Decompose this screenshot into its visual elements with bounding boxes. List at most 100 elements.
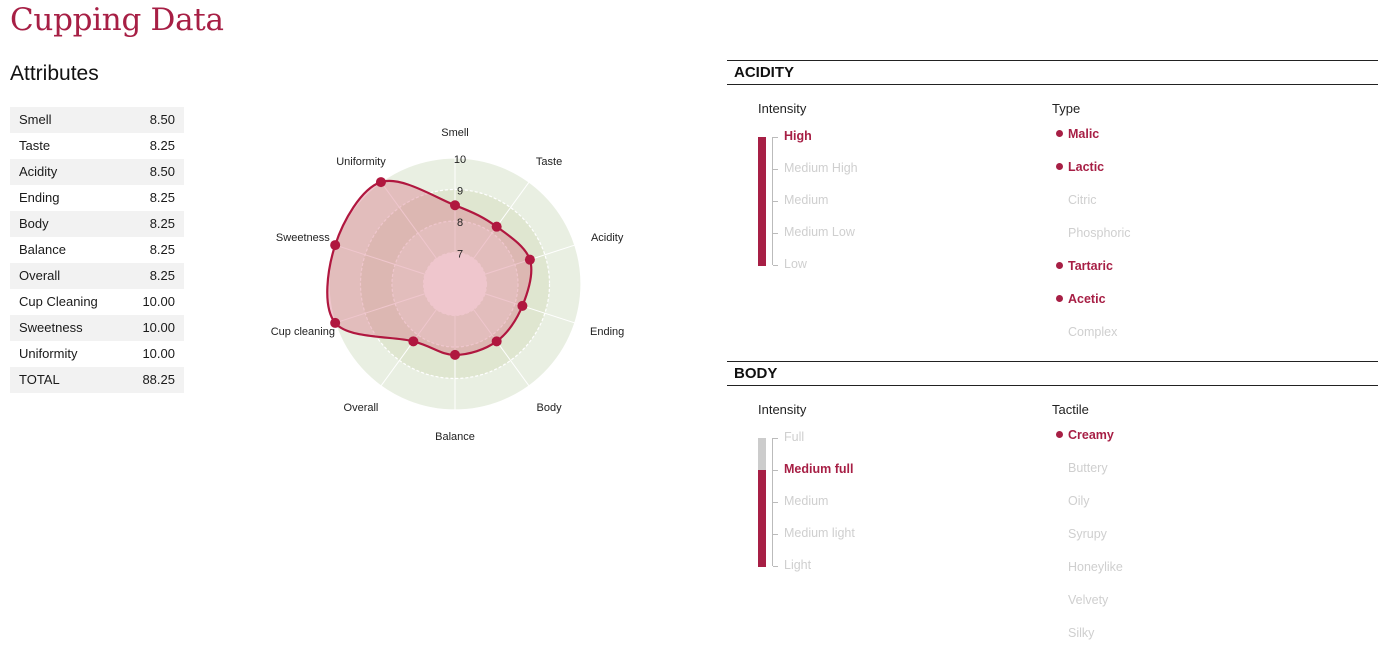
radar-rtick-label: 8 — [457, 217, 463, 229]
type-item-label: Velvety — [1068, 593, 1109, 607]
radar-spoke — [380, 181, 456, 285]
attribute-value: 8.50 — [124, 159, 184, 185]
intensity-tick — [773, 137, 778, 138]
radar-category-label: Ending — [590, 326, 624, 338]
attributes-table: Smell 8.50 Taste 8.25 Acidity 8.50 Ending 8.… — [10, 107, 184, 393]
type-item: Silky — [1068, 626, 1094, 640]
type-item-label: Complex — [1068, 325, 1118, 339]
table-row: Ending 8.25 — [10, 185, 184, 211]
radar-rtick-label: 7 — [457, 249, 463, 261]
attribute-value: 10.00 — [142, 294, 175, 309]
radar-spoke — [335, 283, 456, 324]
attribute-label: Cup Cleaning — [19, 294, 98, 309]
attribute-value: 8.25 — [149, 190, 175, 205]
table-row: Overall 8.25 — [10, 263, 184, 289]
attributes-heading: Attributes — [10, 62, 99, 85]
type-item-label: Acetic — [1068, 292, 1106, 306]
attribute-value: 8.25 — [124, 263, 184, 289]
body-title: BODY — [727, 361, 1378, 386]
attribute-value: 8.25 — [149, 242, 175, 257]
table-row: Balance 8.25 — [10, 237, 184, 263]
radar-category-label: Body — [537, 402, 563, 414]
type-item: Velvety — [1068, 593, 1108, 607]
selected-dot-icon — [1056, 130, 1063, 138]
intensity-level-label: Low — [784, 257, 807, 271]
radar-rtick-label: 9 — [457, 186, 463, 198]
table-row: Taste 8.25 — [10, 133, 184, 159]
type-item: Oily — [1068, 494, 1090, 508]
radar-data-point — [491, 336, 502, 347]
table-row: Smell 8.50 — [10, 107, 184, 133]
radar-spoke — [454, 283, 575, 324]
radar-spoke — [335, 244, 456, 285]
intensity-level-label: Medium — [784, 193, 829, 207]
radar-grid-ring — [422, 251, 488, 317]
type-item-label: Tartaric — [1068, 259, 1113, 273]
table-row: Sweetness 10.00 — [10, 315, 184, 341]
attribute-label: Sweetness — [10, 315, 125, 341]
intensity-level-label: Medium — [784, 494, 829, 508]
radar-spoke — [380, 283, 456, 387]
intensity-level-label: High — [784, 129, 812, 143]
table-row: Uniformity 10.00 — [10, 341, 184, 367]
radar-data-point — [450, 349, 460, 360]
intensity-tick — [773, 502, 778, 503]
attribute-label: TOTAL — [10, 367, 125, 393]
type-item: Tartaric — [1056, 259, 1113, 273]
radar-spoke — [454, 283, 530, 387]
radar-data-point — [450, 200, 460, 211]
attribute-value: 88.25 — [124, 367, 184, 393]
radar-chart: 7 8 9 10 Smell Taste Acidity Ending Body Balance O… — [271, 127, 625, 443]
type-item: Acetic — [1056, 292, 1106, 306]
attribute-label: Taste — [19, 138, 51, 153]
attribute-label: Overall — [10, 263, 125, 289]
radar-category-label: Balance — [435, 431, 475, 443]
radar-grid-ring — [359, 188, 551, 380]
radar-category-label: Sweetness — [276, 232, 330, 244]
radar-series-area — [326, 179, 533, 357]
radar-data-point — [330, 240, 341, 251]
radar-category-label: Smell — [441, 127, 469, 139]
type-item-label: Malic — [1068, 127, 1100, 141]
type-item-label: Phosphoric — [1068, 226, 1131, 240]
radar-spoke — [454, 181, 530, 285]
radar-category-label: Taste — [536, 156, 562, 168]
attribute-label: Body — [10, 211, 125, 237]
type-item: Phosphoric — [1068, 226, 1131, 240]
attribute-value: 10.00 — [124, 315, 184, 341]
acidity-title: ACIDITY — [727, 60, 1378, 85]
type-item-label: Lactic — [1068, 160, 1105, 174]
intensity-tick — [773, 534, 778, 535]
type-item-label: Citric — [1068, 193, 1097, 207]
attribute-label: Ending — [19, 190, 60, 205]
selected-dot-icon — [1056, 431, 1063, 439]
page-title: Cupping Data — [10, 2, 224, 38]
type-item: Lactic — [1056, 160, 1104, 174]
body-intensity-label: Intensity — [758, 402, 807, 417]
acidity-type-label: Type — [1052, 101, 1081, 116]
table-row: Acidity 8.50 — [10, 159, 184, 185]
type-item: Creamy — [1056, 428, 1114, 442]
attribute-value: 8.25 — [149, 138, 175, 153]
radar-category-label: Overall — [344, 402, 379, 414]
type-item: Buttery — [1068, 461, 1108, 475]
intensity-scale-line — [772, 137, 773, 265]
type-item-label: Syrupy — [1068, 527, 1107, 541]
type-item: Honeylike — [1068, 560, 1123, 574]
attribute-value: 10.00 — [142, 346, 175, 361]
radar-data-point — [517, 300, 528, 311]
type-item: Syrupy — [1068, 527, 1107, 541]
type-item-label: Creamy — [1068, 428, 1114, 442]
attribute-value: 8.50 — [124, 107, 184, 133]
type-item: Citric — [1068, 193, 1096, 207]
type-item: Malic — [1056, 127, 1099, 141]
attribute-label: Balance — [19, 242, 66, 257]
body-panel: BODY Intensity Tactile Full Medium full Me… — [727, 361, 1378, 648]
selected-dot-icon — [1056, 295, 1063, 303]
radar-category-label: Cup cleaning — [271, 326, 335, 338]
attribute-label: Smell — [10, 107, 125, 133]
radar-category-label: Acidity — [591, 232, 624, 244]
intensity-tick — [773, 201, 778, 202]
radar-spoke — [454, 244, 575, 285]
acidity-panel: ACIDITY Intensity Type High Medium High Me… — [727, 60, 1378, 350]
